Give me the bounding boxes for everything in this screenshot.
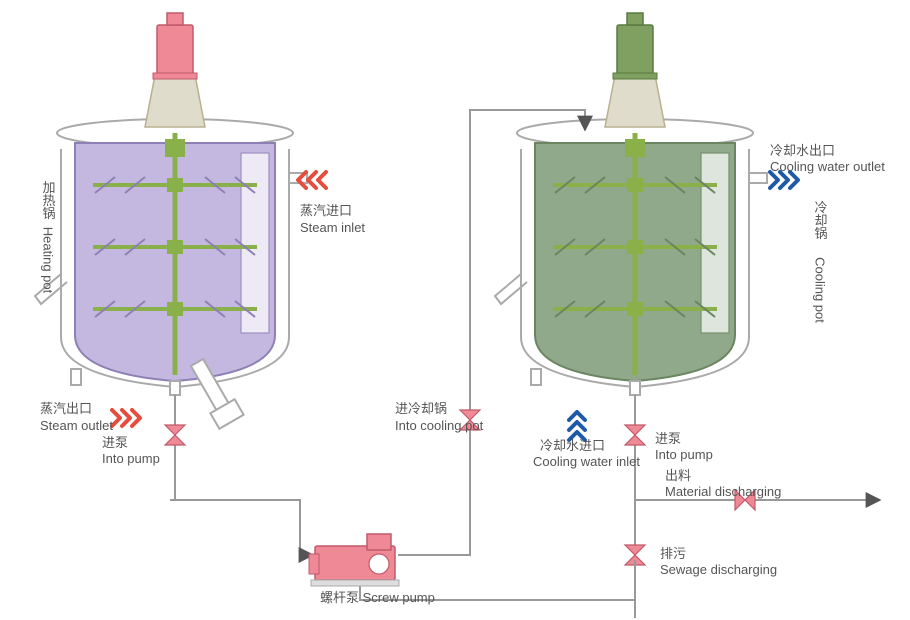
svg-text:Steam inlet: Steam inlet: [300, 220, 365, 235]
svg-text:Cooling water outlet: Cooling water outlet: [770, 159, 885, 174]
svg-text:出料: 出料: [665, 468, 691, 483]
svg-text:Steam outlet: Steam outlet: [40, 418, 113, 433]
svg-text:Material discharging: Material discharging: [665, 484, 781, 499]
svg-text:冷却锅: 冷却锅: [813, 201, 828, 240]
svg-text:冷却水进口: 冷却水进口: [540, 438, 605, 453]
valve: [625, 425, 645, 445]
svg-text:加热锅: 加热锅: [41, 181, 56, 220]
svg-text:蒸汽进口: 蒸汽进口: [300, 203, 352, 218]
svg-text:Into pump: Into pump: [102, 451, 160, 466]
svg-text:Into pump: Into pump: [655, 447, 713, 462]
cooling-pot: [495, 13, 767, 395]
svg-text:蒸汽出口: 蒸汽出口: [40, 401, 92, 416]
svg-text:螺杆泵 Screw pump: 螺杆泵 Screw pump: [320, 590, 435, 605]
svg-text:Sewage discharging: Sewage discharging: [660, 562, 777, 577]
svg-text:进冷却锅: 进冷却锅: [395, 401, 447, 416]
svg-text:进泵: 进泵: [102, 435, 128, 450]
svg-text:Cooling water inlet: Cooling water inlet: [533, 454, 640, 469]
screw-pump: [309, 534, 399, 586]
svg-text:冷却水出口: 冷却水出口: [770, 143, 835, 158]
chevron: [569, 412, 585, 440]
svg-text:Cooling pot: Cooling pot: [813, 257, 828, 323]
valve: [165, 425, 185, 445]
chevron: [112, 410, 140, 426]
heating-pot: [35, 13, 307, 395]
svg-text:排污: 排污: [660, 546, 686, 561]
svg-text:Into cooling pot: Into cooling pot: [395, 418, 484, 433]
chevron: [770, 172, 798, 188]
svg-text:进泵: 进泵: [655, 431, 681, 446]
svg-text:Heating pot: Heating pot: [41, 227, 56, 294]
